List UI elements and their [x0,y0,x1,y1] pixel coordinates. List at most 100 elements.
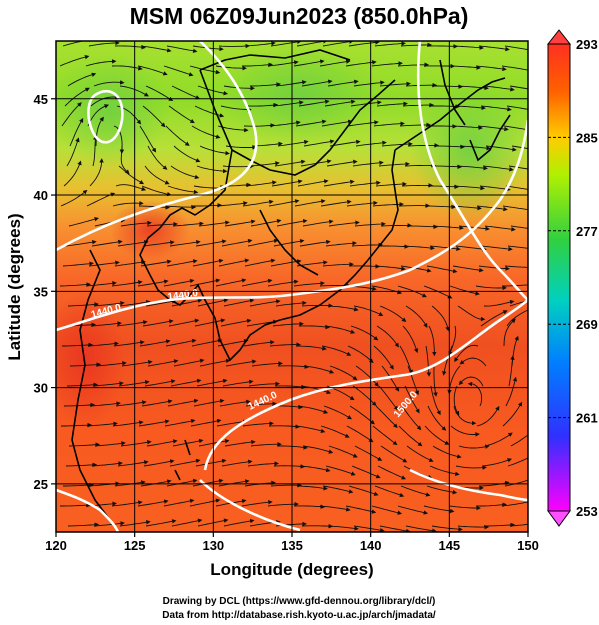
streamline [147,359,179,367]
streamline [484,432,513,447]
streamline [114,44,146,50]
streamline [167,185,199,195]
streamline [270,482,303,488]
streamline [170,378,202,387]
streamline [323,405,353,420]
streamline [427,405,447,431]
streamline [431,305,450,332]
streamline [247,461,279,467]
streamline [320,199,352,207]
streamline [112,420,144,427]
streamline [246,102,279,108]
streamline [272,100,304,107]
streamline [348,485,379,496]
streamline [277,445,308,450]
x-tick-label: 125 [124,538,146,553]
streamline [139,339,171,347]
height-contours [56,41,528,532]
streamline [221,459,253,467]
colorbar-scale [547,43,571,512]
streamline [458,444,490,449]
streamline [85,281,117,287]
streamline [93,521,125,527]
streamline [350,325,379,341]
streamline [477,125,509,132]
streamline [431,525,463,532]
streamline [166,259,198,267]
streamline [67,302,99,307]
streamline [504,479,528,487]
streamline [172,221,204,227]
streamline [111,280,143,287]
streamline [273,239,305,247]
streamline [504,265,528,268]
streamline [475,285,507,291]
streamline [450,425,480,437]
streamline [453,405,477,426]
streamline [68,216,99,227]
streamline [400,485,431,497]
y-tick-label: 40 [34,188,48,203]
streamline [143,240,175,247]
streamline [191,203,223,208]
streamline [139,125,157,153]
streamline [432,445,462,459]
streamline [484,225,516,232]
streamline [509,523,528,527]
streamline [268,424,301,429]
streamline [429,465,460,476]
streamline [428,184,460,190]
streamline [353,80,385,87]
streamline [218,43,251,49]
streamline [137,279,169,287]
streamline [190,418,222,427]
streamline [324,325,356,334]
streamline [118,380,150,387]
streamline [459,145,491,151]
streamline [507,457,528,467]
streamline [354,445,383,461]
streamline [140,45,172,53]
streamline [327,305,359,312]
cold-region [220,45,380,145]
streamline [301,523,334,529]
streamline [319,59,351,67]
streamline [144,165,170,185]
streamline [372,425,398,446]
streamline [165,125,190,146]
streamline [221,238,253,247]
streamline [61,102,82,127]
streamline [95,116,104,147]
streamline [476,405,500,427]
streamline [303,139,335,147]
streamline [220,105,252,112]
streamline [453,185,485,191]
streamline [458,225,490,231]
y-tick-label: 45 [34,92,48,107]
streamline [345,60,377,67]
streamline [59,54,90,67]
streamline [485,145,517,152]
credit-data: Data from http://database.rish.kyoto-u.a… [162,610,436,621]
colorbar-tick-label: 277 [576,224,598,239]
streamline [116,320,148,327]
streamline [375,181,407,187]
streamline [482,165,514,172]
streamline [373,345,394,370]
streamline [354,221,386,227]
colorbar: 293 285 277 269 261 253 [546,29,598,527]
streamline [449,505,481,511]
streamline [351,242,384,248]
map-plot-area: 1440.0 1440.0 1440.0 1500.0 [56,41,528,532]
streamline [505,376,518,407]
streamline [478,265,510,271]
streamline [146,439,178,447]
streamline [481,458,513,467]
streamline [352,160,384,167]
streamline [172,438,204,447]
streamline [479,185,511,192]
streamline [350,100,382,107]
streamline [347,345,374,364]
streamline [276,218,308,227]
streamline [215,278,247,287]
